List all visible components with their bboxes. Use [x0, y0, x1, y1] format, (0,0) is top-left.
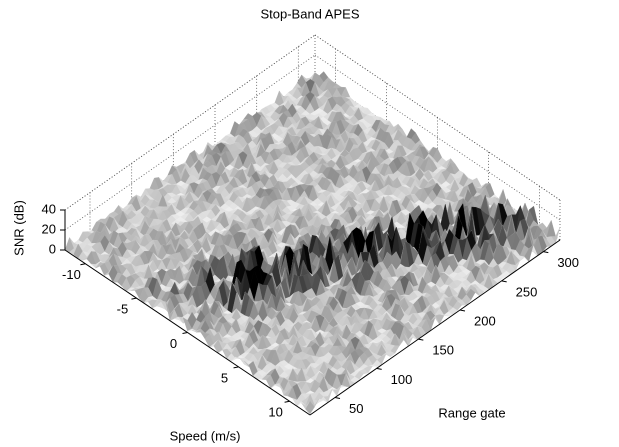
y-tick-label: 100 — [391, 372, 413, 387]
x-tick-label: -5 — [117, 302, 129, 317]
z-tick-label: 20 — [42, 221, 56, 236]
y-tick-label: 300 — [557, 255, 579, 270]
y-axis — [309, 239, 561, 416]
x-axis-label: Speed (m/s) — [170, 428, 241, 443]
y-tick — [376, 367, 382, 370]
y-tick-label: 250 — [516, 284, 538, 299]
x-tick — [80, 263, 86, 266]
y-tick — [334, 397, 341, 399]
y-tick-label: 150 — [432, 343, 454, 358]
surface — [64, 71, 561, 415]
z-tick-label: 0 — [49, 241, 56, 256]
z-axis-label: SNR (dB) — [11, 200, 26, 256]
x-tick — [131, 297, 137, 300]
z-tick-label: 40 — [42, 201, 56, 216]
y-tick-label: 50 — [349, 401, 363, 416]
y-tick — [543, 251, 549, 254]
axes: -10 -5 0 5 10 50 100 150 200 250 300 0 20 40 — [42, 201, 580, 419]
x-tick-label: 10 — [268, 405, 282, 420]
y-tick — [418, 338, 424, 341]
grid-line — [314, 54, 561, 221]
x-tick-label: 0 — [170, 336, 177, 351]
y-tick — [459, 309, 466, 312]
x-tick — [233, 366, 239, 369]
y-axis-label: Range gate — [438, 405, 505, 420]
y-tick-label: 200 — [474, 313, 496, 328]
x-tick-label: -10 — [62, 267, 81, 282]
y-tick — [501, 280, 507, 283]
x-tick-label: 5 — [221, 370, 228, 385]
surface-cell — [305, 400, 315, 415]
x-tick — [284, 400, 290, 403]
x-tick — [182, 332, 188, 334]
chart-title: Stop-Band APES — [260, 6, 359, 21]
